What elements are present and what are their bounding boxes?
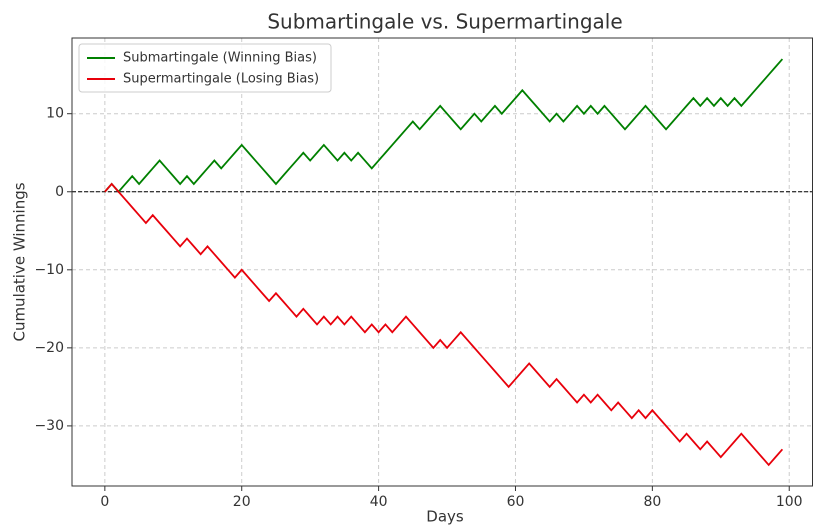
legend-label: Supermartingale (Losing Bias) [123, 72, 319, 87]
legend-label: Submartingale (Winning Bias) [123, 51, 317, 66]
x-tick-label: 100 [776, 494, 803, 510]
series-line [104, 58, 784, 194]
legend-box [78, 43, 332, 93]
chart-title: Submartingale vs. Supermartingale [267, 10, 622, 34]
x-tick-label: 80 [643, 494, 661, 510]
series-line [104, 182, 784, 467]
y-tick-label: 10 [46, 106, 64, 122]
x-tick-label: 40 [370, 494, 388, 510]
y-tick-label: −20 [34, 340, 64, 356]
y-tick-label: −30 [34, 418, 64, 434]
y-axis-label: Cumulative Winnings [11, 182, 29, 341]
x-tick-label: 0 [100, 494, 109, 510]
x-tick-label: 20 [233, 494, 251, 510]
y-tick-label: 0 [55, 184, 64, 200]
x-tick-label: 60 [507, 494, 525, 510]
y-tick-label: −10 [34, 262, 64, 278]
x-axis-label: Days [426, 508, 464, 526]
